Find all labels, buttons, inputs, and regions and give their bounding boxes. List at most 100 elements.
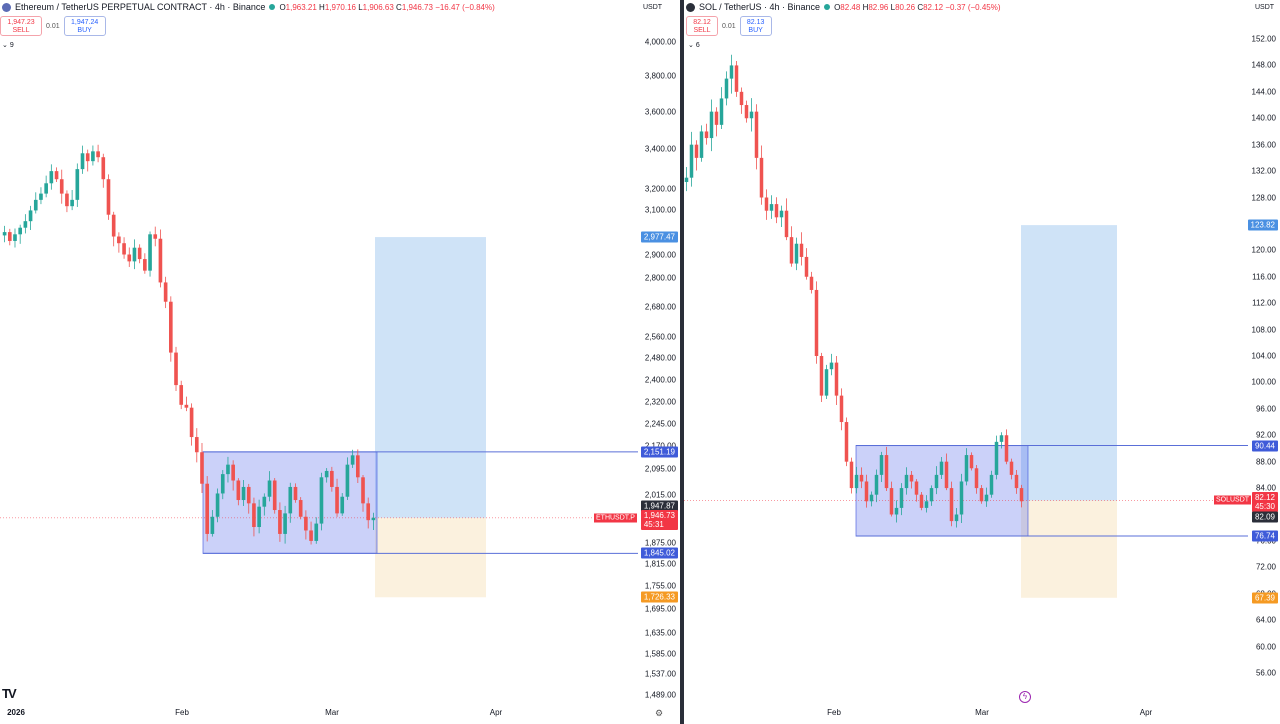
price-tick-label: 96.00: [1255, 404, 1276, 414]
eth-buy-button[interactable]: 1,947.24 BUY: [63, 16, 106, 36]
price-tick-label: 104.00: [1251, 351, 1276, 361]
sol-header: SOL / TetherUS · 4h · Binance O82.48 H82…: [686, 2, 1001, 12]
candle: [33, 192, 38, 214]
candle: [91, 145, 95, 166]
symbol-price-tag[interactable]: SOLUSDT: [1214, 495, 1252, 505]
candle: [80, 145, 85, 174]
price-tag-last[interactable]: 1,946.73 45:31: [640, 509, 678, 530]
eth-price-axis[interactable]: 4,000.00 3,800.00 3,600.00 3,400.00 3,200.00…: [600, 0, 680, 724]
candle: [148, 231, 152, 277]
price-tag-range-high[interactable]: 2,151.19: [640, 446, 678, 458]
eth-chart-pane[interactable]: Ethereum / TetherUS PERPETUAL CONTRACT ·…: [0, 0, 680, 724]
price-tag-stop[interactable]: 1,726.33: [640, 591, 678, 603]
sol-symbol-title[interactable]: SOL / TetherUS · 4h · Binance: [699, 2, 821, 12]
sol-price-axis[interactable]: 152.00 148.00 144.00 140.00 136.00 132.00 128.…: [1204, 0, 1280, 724]
eth-sell-button[interactable]: 1,947.23 SELL: [0, 16, 42, 36]
candle: [189, 403, 194, 446]
sol-sell-button[interactable]: 82.12 SELL: [686, 16, 718, 36]
candle: [153, 226, 158, 247]
sol-ohlc: O82.48 H82.96 L80.26 C82.12 −0.37 (−0.45…: [834, 2, 1001, 12]
time-tick-label: Mar: [325, 708, 339, 717]
candle: [158, 229, 163, 288]
price-tick-label: 136.00: [1251, 140, 1276, 150]
candle: [964, 448, 969, 486]
candle: [999, 432, 1004, 449]
long-position-target-zone[interactable]: [375, 237, 486, 518]
candle: [137, 244, 142, 264]
sol-candlestick-chart[interactable]: [684, 0, 1248, 704]
price-tag-stop[interactable]: 67.39: [1251, 592, 1278, 604]
sol-chart-pane[interactable]: SOL / TetherUS · 4h · Binance O82.48 H82…: [684, 0, 1280, 724]
candle: [879, 451, 884, 482]
price-tag-range-low[interactable]: 76.74: [1251, 530, 1278, 542]
price-tick-label: 88.00: [1255, 457, 1276, 467]
candle: [934, 466, 939, 495]
candle: [13, 228, 17, 248]
eth-symbol-title[interactable]: Ethereum / TetherUS PERPETUAL CONTRACT ·…: [15, 2, 266, 12]
tradingview-logo[interactable]: TV: [2, 686, 17, 701]
bar-countdown: 45:31: [643, 519, 664, 529]
candle: [215, 488, 220, 523]
sol-buy-button[interactable]: 82.13 BUY: [739, 16, 772, 36]
candle: [49, 164, 54, 190]
candle: [709, 99, 714, 152]
price-tick-label: 2,800.00: [644, 273, 676, 283]
price-tick-label: 1,815.00: [644, 559, 676, 569]
long-position-target-zone[interactable]: [1021, 225, 1117, 501]
candle: [739, 87, 744, 114]
candle: [774, 197, 779, 224]
symbol-price-tag[interactable]: ETHUSDT.P: [594, 513, 637, 523]
price-tag-target[interactable]: 123.82: [1247, 219, 1278, 231]
price-tick-label: 2,560.00: [644, 332, 676, 342]
candle: [929, 485, 934, 506]
ethereum-icon: [2, 2, 11, 12]
price-tick-label: 1,755.00: [644, 581, 676, 591]
candle: [949, 481, 954, 527]
candle: [804, 248, 809, 280]
price-tick-label: 2,320.00: [644, 397, 676, 407]
candle: [319, 472, 324, 531]
candle: [340, 493, 345, 516]
candle: [132, 239, 137, 270]
eth-indicators-toggle[interactable]: ⌄ 9: [2, 42, 14, 49]
price-tick-label: 92.00: [1255, 430, 1276, 440]
candle: [278, 502, 282, 542]
candle: [111, 211, 116, 247]
long-position-stop-zone[interactable]: [375, 517, 486, 598]
price-tag-target[interactable]: 2,977.47: [640, 231, 678, 243]
candle: [789, 226, 794, 267]
candle: [127, 247, 132, 267]
price-tag-last-upper[interactable]: 1,947.87: [640, 500, 678, 512]
eth-quote-currency[interactable]: USDT: [640, 3, 666, 12]
price-tick-label: 128.00: [1251, 193, 1276, 202]
time-tick-label: Feb: [827, 708, 841, 717]
consolidation-range-box[interactable]: [855, 445, 1029, 537]
price-tick-label: 56.00: [1255, 668, 1276, 678]
candle: [884, 446, 889, 492]
price-tag-last-lower[interactable]: 82.09: [1251, 511, 1278, 523]
price-tick-label: 2,170.00: [645, 442, 676, 451]
long-position-stop-zone[interactable]: [1021, 500, 1117, 598]
price-tick-label: 116.00: [1252, 272, 1276, 282]
eth-candlestick-chart[interactable]: [0, 0, 638, 704]
candle: [819, 352, 824, 403]
sol-trade-buttons: 82.12 SELL 0.01 82.13 BUY: [686, 16, 772, 36]
candle: [834, 356, 839, 406]
price-tag-range-low[interactable]: 1,845.02: [640, 547, 678, 559]
candle: [849, 457, 854, 494]
sol-quote-currency[interactable]: USDT: [1252, 3, 1278, 12]
time-tick-label: Apr: [1139, 708, 1153, 717]
price-tick-label: 1,875.00: [644, 538, 676, 548]
eth-ohlc: O1,963.21 H1,970.16 L1,906.63 C1,946.73 …: [279, 2, 495, 12]
candle: [989, 470, 994, 498]
price-tag-range-high[interactable]: 90.44: [1251, 440, 1278, 452]
candle: [304, 510, 308, 540]
alert-bolt-icon[interactable]: ϟ: [1019, 691, 1031, 703]
pane-divider[interactable]: [680, 0, 684, 724]
sol-indicators-toggle[interactable]: ⌄ 6: [688, 42, 700, 49]
candle: [979, 484, 984, 504]
settings-gear-icon[interactable]: ⚙: [655, 708, 664, 718]
candle: [799, 232, 804, 266]
price-tag-last[interactable]: 82.12 45:30: [1251, 492, 1278, 513]
candle: [809, 271, 814, 294]
